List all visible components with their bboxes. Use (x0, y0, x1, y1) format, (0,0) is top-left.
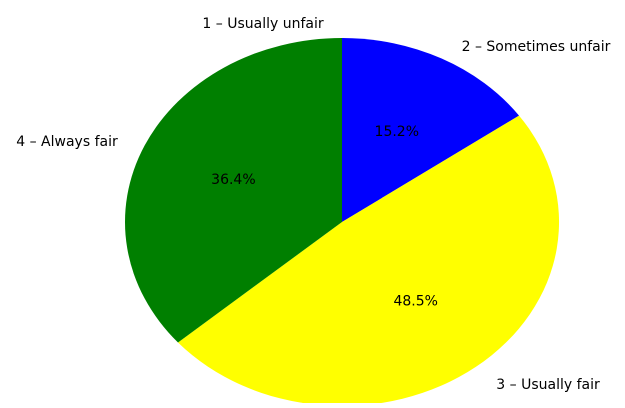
pie-category-label-2: 2 – Sometimes unfair (462, 39, 611, 55)
pie-slice-3 (178, 115, 560, 407)
pie-pct-label-3: 48.5% (393, 294, 437, 310)
pie-pct-label-2: 15.2% (375, 124, 419, 140)
pie-slice-2 (342, 38, 520, 222)
pie-slice-4 (125, 38, 342, 343)
pie-pct-label-4: 36.4% (211, 172, 255, 188)
pie-category-label-3: 3 – Usually fair (496, 377, 600, 393)
pie-category-label-4: 4 – Always fair (16, 134, 118, 150)
pie-category-label-1: 1 – Usually unfair (202, 16, 323, 32)
